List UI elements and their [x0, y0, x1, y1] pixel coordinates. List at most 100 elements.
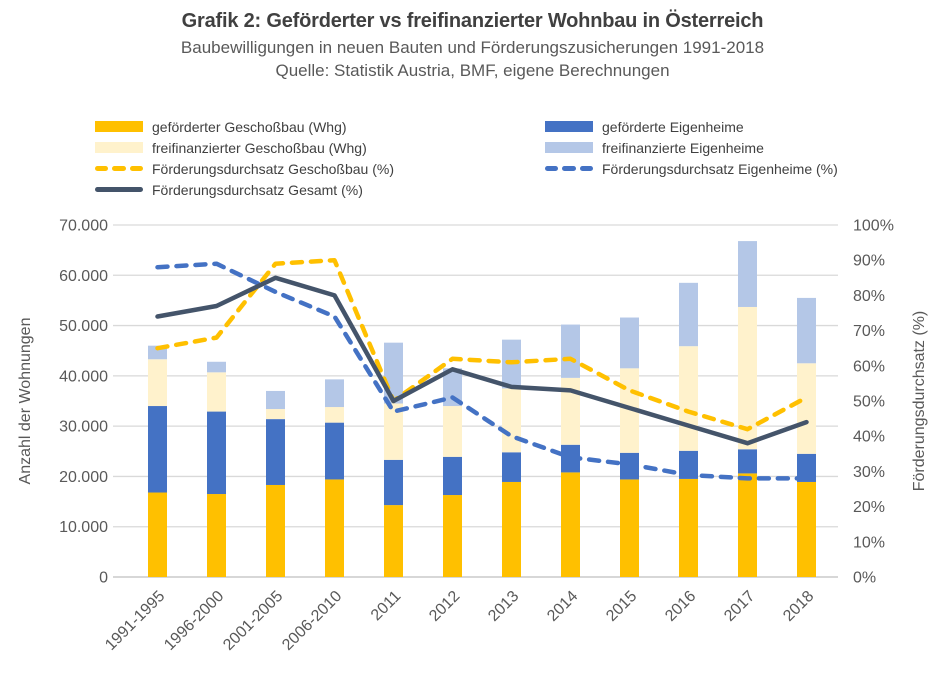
left-axis-tick-label: 50.000	[59, 318, 108, 335]
bar-stack-2015	[620, 317, 639, 577]
bar-stack-2014	[561, 324, 580, 577]
x-tick-label: 2006-2010	[279, 588, 345, 654]
bar-stack-2001-2005	[266, 390, 285, 577]
bar-segment	[797, 297, 816, 364]
bar-segment	[207, 494, 226, 577]
bar-segment	[207, 361, 226, 373]
right-axis-tick-label: 30%	[853, 464, 885, 481]
bar-segment	[738, 473, 757, 577]
legend-item: Förderungsdurchsatz Geschoßbau (%)	[95, 161, 394, 177]
bar-segment	[561, 472, 580, 577]
left-axis-tick-label: 30.000	[59, 419, 108, 436]
bar-segment	[679, 282, 698, 347]
bar-segment	[797, 481, 816, 577]
x-tick-label: 2012	[426, 588, 463, 625]
right-axis-tick-label: 10%	[853, 534, 885, 551]
bar-stack-2018	[797, 297, 816, 577]
chart-canvas: 0 10.000 20.000 30.000 40.000 50.000 60.000 70.…	[17, 218, 928, 654]
x-tick-label: 2013	[485, 588, 522, 625]
bar-swatch-gefoerderte-eigenheime	[545, 121, 593, 132]
bar-segment	[384, 505, 403, 577]
legend-item: geförderter Geschoßbau (Whg)	[95, 118, 394, 135]
bar-segment	[325, 379, 344, 408]
bar-stack-2013	[502, 339, 521, 577]
bar-segment	[266, 390, 285, 410]
bar-segment	[443, 368, 462, 407]
line-series	[155, 275, 809, 446]
line-series	[155, 257, 809, 432]
bar-segment	[207, 411, 226, 495]
bar-segment	[266, 484, 285, 577]
bar-segment	[384, 459, 403, 506]
dash-swatch-foerderungsdurchsatz-eigenheime	[545, 166, 593, 171]
bar-segment	[148, 492, 167, 577]
chart-header: Grafik 2: Geförderter vs freifinanzierte…	[0, 10, 945, 81]
left-axis-tick-label: 40.000	[59, 368, 108, 385]
bar-swatch-gefoerderter-geschossbau	[95, 121, 143, 132]
legend-left-column: geförderter Geschoßbau (Whg) freifinanzi…	[95, 118, 394, 198]
x-tick-label: 2015	[603, 588, 640, 625]
bar-segment	[797, 453, 816, 482]
bar-segment	[325, 479, 344, 577]
legend-label: Förderungsdurchsatz Gesamt (%)	[152, 181, 363, 198]
line-swatch-foerderungsdurchsatz-gesamt	[95, 187, 143, 192]
x-tick-label: 2016	[662, 588, 699, 625]
legend-item: freifinanzierter Geschoßbau (Whg)	[95, 139, 394, 156]
legend-label: geförderte Eigenheime	[602, 118, 744, 135]
legend-item: Förderungsdurchsatz Eigenheime (%)	[545, 161, 838, 177]
right-axis-tick-label: 90%	[853, 253, 885, 270]
x-tick-label: 2011	[368, 588, 404, 624]
left-axis-tick-label: 70.000	[59, 218, 108, 235]
right-axis-tick-label: 80%	[853, 288, 885, 305]
bar-segment	[679, 478, 698, 577]
bar-stack-2006-2010	[325, 379, 344, 577]
bar-segment	[207, 372, 226, 412]
left-axis-tick-label: 20.000	[59, 469, 108, 486]
dash-swatch-foerderungsdurchsatz-geschossbau	[95, 166, 143, 171]
legend-item: Förderungsdurchsatz Gesamt (%)	[95, 181, 394, 198]
right-axis-tick-label: 0%	[853, 570, 876, 587]
bar-segment	[561, 324, 580, 378]
bar-segment	[443, 406, 462, 457]
bar-segment	[738, 241, 757, 307]
bar-segment	[561, 377, 580, 445]
bar-segment	[443, 495, 462, 577]
x-tick-label: 2018	[780, 588, 817, 625]
bar-segment	[620, 317, 639, 369]
bar-segment	[266, 409, 285, 420]
bar-segment	[502, 481, 521, 577]
bar-stack-1996-2000	[207, 361, 226, 577]
bar-swatch-freifinanzierte-eigenheime	[545, 142, 593, 153]
x-tick-label: 1996-2000	[161, 588, 227, 654]
right-axis-tick-label: 50%	[853, 394, 885, 411]
x-tick-label: 2014	[544, 588, 581, 625]
bar-segment	[738, 306, 757, 450]
chart-subtitle: Baubewilligungen in neuen Bauten und För…	[180, 38, 765, 57]
bar-segment	[738, 449, 757, 474]
legend-label: freifinanzierter Geschoßbau (Whg)	[152, 139, 367, 156]
bar-segment	[502, 388, 521, 453]
bar-stack-2012	[443, 368, 462, 577]
legend-label: geförderter Geschoßbau (Whg)	[152, 118, 347, 135]
bar-segment	[502, 452, 521, 482]
bar-segment	[443, 456, 462, 496]
bar-segment	[148, 359, 167, 407]
right-axis-tick-label: 60%	[853, 358, 885, 375]
bar-segment	[384, 342, 403, 404]
right-axis-tick-label: 100%	[853, 218, 894, 235]
bar-segment	[797, 363, 816, 454]
left-axis-title: Anzahl der Wohnungen	[17, 318, 34, 485]
bar-segment	[679, 346, 698, 451]
bar-swatch-freifinanzierter-geschossbau	[95, 142, 143, 153]
x-tick-label: 2017	[721, 588, 758, 625]
bar-segment	[620, 479, 639, 577]
right-axis-title: Förderungsdurchsatz (%)	[911, 311, 928, 492]
legend-item: freifinanzierte Eigenheime	[545, 140, 838, 156]
bar-stack-2017	[738, 241, 757, 577]
bar-segment	[325, 407, 344, 423]
bar-segment	[384, 403, 403, 460]
bar-segment	[325, 422, 344, 480]
bar-stack-2016	[679, 282, 698, 577]
bar-stack-1991-1995	[148, 345, 167, 577]
